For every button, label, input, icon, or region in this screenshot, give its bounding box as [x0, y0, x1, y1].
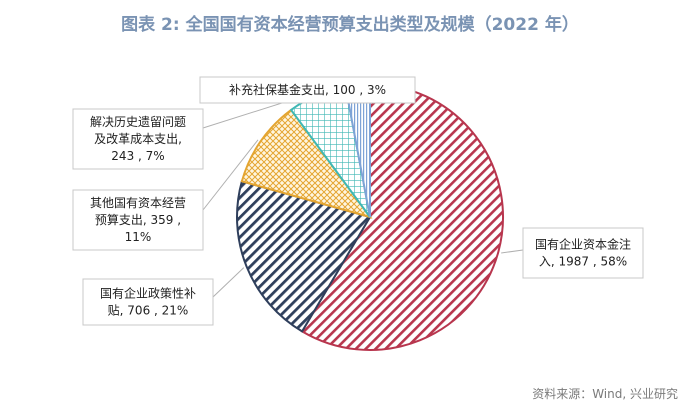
data-label-3-line-1: 其他国有资本经营 — [90, 196, 186, 210]
data-label-box-2 — [82, 278, 214, 326]
data-label-4-line-3: 243 , 7% — [111, 149, 164, 163]
data-label-3-line-3: 11% — [125, 230, 152, 244]
data-label-2-line-1: 国有企业政策性补 — [100, 286, 196, 301]
data-label-5-line-1: 补充社保基金支出, 100 , 3% — [229, 82, 386, 97]
leader-line-3 — [202, 139, 259, 211]
pie-slice-1 — [300, 82, 504, 351]
data-label-3-line-2: 预算支出, 359 , — [95, 212, 181, 227]
data-label-4-line-1: 解决历史遗留问题 — [90, 115, 186, 129]
pie-slice-3 — [240, 108, 373, 219]
data-label-1-line-2: 入, 1987 , 58% — [539, 255, 627, 269]
data-label-box-5 — [199, 76, 416, 104]
data-label-4-line-2: 及改革成本支出, — [94, 132, 182, 146]
pie-slice-2 — [236, 180, 372, 333]
data-label-2-line-2: 贴, 706 , 21% — [108, 304, 189, 318]
data-label-box-1 — [522, 227, 644, 279]
leader-line-2 — [212, 267, 245, 298]
chart-title: 图表 2: 全国国有资本经营预算支出类型及规模（2022 年） — [121, 15, 579, 35]
data-label-box-4 — [72, 108, 204, 170]
data-label-1-line-1: 国有企业资本金注 — [535, 237, 631, 252]
data-label-box-3 — [72, 189, 204, 251]
source-note: 资料来源：Wind, 兴业研究 — [532, 387, 678, 401]
leader-line-1 — [501, 249, 524, 254]
